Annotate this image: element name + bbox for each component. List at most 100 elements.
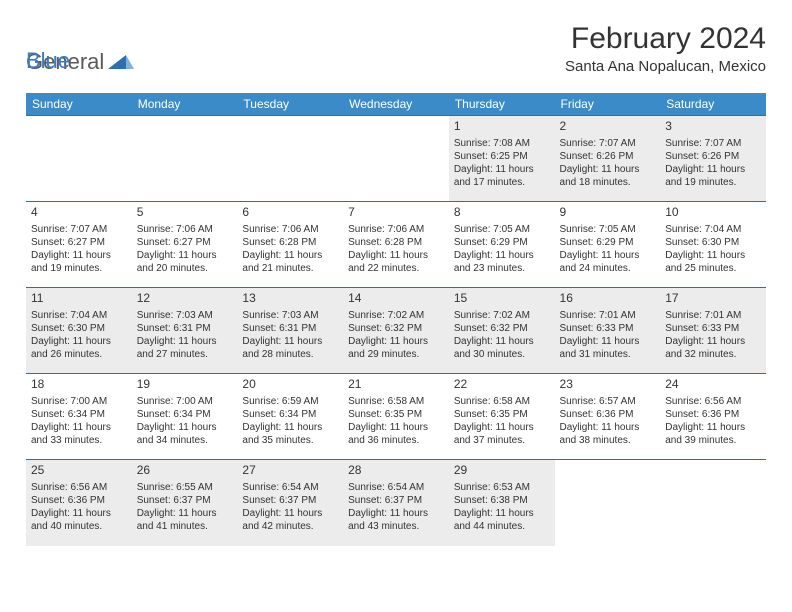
- day-number: 23: [560, 377, 656, 393]
- day-info: Sunrise: 6:58 AMSunset: 6:35 PMDaylight:…: [348, 395, 444, 447]
- weekday-header-row: SundayMondayTuesdayWednesdayThursdayFrid…: [26, 93, 766, 116]
- day-info: Sunrise: 7:00 AMSunset: 6:34 PMDaylight:…: [31, 395, 127, 447]
- calendar-cell: 16 Sunrise: 7:01 AMSunset: 6:33 PMDayligh…: [555, 288, 661, 374]
- day-number: 17: [665, 291, 761, 307]
- calendar-cell: 9 Sunrise: 7:05 AMSunset: 6:29 PMDaylight…: [555, 202, 661, 288]
- calendar-table: SundayMondayTuesdayWednesdayThursdayFrid…: [26, 93, 766, 546]
- calendar-cell: 11 Sunrise: 7:04 AMSunset: 6:30 PMDayligh…: [26, 288, 132, 374]
- calendar-cell: 15Sunrise: 7:02 AMSunset: 6:32 PMDayligh…: [449, 288, 555, 374]
- calendar-cell: 23 Sunrise: 6:57 AMSunset: 6:36 PMDayligh…: [555, 374, 661, 460]
- day-info: Sunrise: 7:03 AMSunset: 6:31 PMDaylight:…: [242, 309, 338, 361]
- calendar-cell: 7 Sunrise: 7:06 AMSunset: 6:28 PMDaylight…: [343, 202, 449, 288]
- logo-text-blue: Blue: [26, 48, 70, 73]
- day-number: 18: [31, 377, 127, 393]
- day-info: Sunrise: 7:02 AMSunset: 6:32 PMDaylight:…: [348, 309, 444, 361]
- calendar-cell: 19Sunrise: 7:00 AMSunset: 6:34 PMDayligh…: [132, 374, 238, 460]
- day-number: 12: [137, 291, 233, 307]
- weekday-header: Sunday: [26, 93, 132, 116]
- calendar-cell: 5 Sunrise: 7:06 AMSunset: 6:27 PMDaylight…: [132, 202, 238, 288]
- day-info: Sunrise: 6:54 AMSunset: 6:37 PMDaylight:…: [242, 481, 338, 533]
- calendar-cell: 22 Sunrise: 6:58 AMSunset: 6:35 PMDayligh…: [449, 374, 555, 460]
- calendar-body: 1 Sunrise: 7:08 AMSunset: 6:25 PMDaylight…: [26, 116, 766, 546]
- day-number: 2: [560, 119, 656, 135]
- day-info: Sunrise: 6:55 AMSunset: 6:37 PMDaylight:…: [137, 481, 233, 533]
- day-info: Sunrise: 7:05 AMSunset: 6:29 PMDaylight:…: [454, 223, 550, 275]
- calendar-cell: 6 Sunrise: 7:06 AMSunset: 6:28 PMDaylight…: [237, 202, 343, 288]
- day-info: Sunrise: 7:06 AMSunset: 6:28 PMDaylight:…: [242, 223, 338, 275]
- day-info: Sunrise: 7:07 AMSunset: 6:27 PMDaylight:…: [31, 223, 127, 275]
- day-info: Sunrise: 7:01 AMSunset: 6:33 PMDaylight:…: [665, 309, 761, 361]
- calendar-cell-empty: [343, 116, 449, 202]
- day-info: Sunrise: 7:05 AMSunset: 6:29 PMDaylight:…: [560, 223, 656, 275]
- day-number: 4: [31, 205, 127, 221]
- day-info: Sunrise: 7:03 AMSunset: 6:31 PMDaylight:…: [137, 309, 233, 361]
- day-info: Sunrise: 7:00 AMSunset: 6:34 PMDaylight:…: [137, 395, 233, 447]
- day-info: Sunrise: 7:06 AMSunset: 6:28 PMDaylight:…: [348, 223, 444, 275]
- day-info: Sunrise: 7:08 AMSunset: 6:25 PMDaylight:…: [454, 137, 550, 189]
- header: General February 2024 Santa Ana Nopaluca…: [26, 22, 766, 75]
- day-info: Sunrise: 6:56 AMSunset: 6:36 PMDaylight:…: [665, 395, 761, 447]
- weekday-header: Tuesday: [237, 93, 343, 116]
- weekday-header: Friday: [555, 93, 661, 116]
- day-number: 6: [242, 205, 338, 221]
- weekday-header: Thursday: [449, 93, 555, 116]
- calendar-cell: 28 Sunrise: 6:54 AMSunset: 6:37 PMDayligh…: [343, 460, 449, 546]
- weekday-header: Monday: [132, 93, 238, 116]
- calendar-cell-empty: [26, 116, 132, 202]
- day-number: 24: [665, 377, 761, 393]
- day-number: 14: [348, 291, 444, 307]
- day-number: 9: [560, 205, 656, 221]
- calendar-row: 18 Sunrise: 7:00 AMSunset: 6:34 PMDayligh…: [26, 374, 766, 460]
- calendar-cell: 21 Sunrise: 6:58 AMSunset: 6:35 PMDayligh…: [343, 374, 449, 460]
- calendar-cell-empty: [132, 116, 238, 202]
- day-number: 28: [348, 463, 444, 479]
- day-number: 7: [348, 205, 444, 221]
- calendar-cell: 20 Sunrise: 6:59 AMSunset: 6:34 PMDayligh…: [237, 374, 343, 460]
- calendar-cell: 10Sunrise: 7:04 AMSunset: 6:30 PMDayligh…: [660, 202, 766, 288]
- day-number: 16: [560, 291, 656, 307]
- calendar-cell: 14 Sunrise: 7:02 AMSunset: 6:32 PMDayligh…: [343, 288, 449, 374]
- day-info: Sunrise: 7:04 AMSunset: 6:30 PMDaylight:…: [31, 309, 127, 361]
- day-number: 26: [137, 463, 233, 479]
- day-number: 20: [242, 377, 338, 393]
- calendar-cell: 3Sunrise: 7:07 AMSunset: 6:26 PMDaylight…: [660, 116, 766, 202]
- day-info: Sunrise: 6:54 AMSunset: 6:37 PMDaylight:…: [348, 481, 444, 533]
- day-number: 22: [454, 377, 550, 393]
- calendar-cell: 25 Sunrise: 6:56 AMSunset: 6:36 PMDayligh…: [26, 460, 132, 546]
- day-info: Sunrise: 7:01 AMSunset: 6:33 PMDaylight:…: [560, 309, 656, 361]
- day-number: 5: [137, 205, 233, 221]
- month-title: February 2024: [565, 22, 766, 56]
- day-number: 15: [454, 291, 550, 307]
- calendar-cell: 24 Sunrise: 6:56 AMSunset: 6:36 PMDayligh…: [660, 374, 766, 460]
- day-number: 27: [242, 463, 338, 479]
- day-number: 21: [348, 377, 444, 393]
- calendar-cell: 4 Sunrise: 7:07 AMSunset: 6:27 PMDaylight…: [26, 202, 132, 288]
- day-number: 1: [454, 119, 550, 135]
- calendar-cell: 12 Sunrise: 7:03 AMSunset: 6:31 PMDayligh…: [132, 288, 238, 374]
- day-info: Sunrise: 6:57 AMSunset: 6:36 PMDaylight:…: [560, 395, 656, 447]
- location: Santa Ana Nopalucan, Mexico: [565, 58, 766, 75]
- day-number: 13: [242, 291, 338, 307]
- title-block: February 2024 Santa Ana Nopalucan, Mexic…: [565, 22, 766, 75]
- day-number: 25: [31, 463, 127, 479]
- weekday-header: Saturday: [660, 93, 766, 116]
- day-number: 11: [31, 291, 127, 307]
- weekday-header: Wednesday: [343, 93, 449, 116]
- day-number: 10: [665, 205, 761, 221]
- calendar-row: 1 Sunrise: 7:08 AMSunset: 6:25 PMDaylight…: [26, 116, 766, 202]
- calendar-row: 25 Sunrise: 6:56 AMSunset: 6:36 PMDayligh…: [26, 460, 766, 546]
- calendar-cell: 8Sunrise: 7:05 AMSunset: 6:29 PMDaylight…: [449, 202, 555, 288]
- calendar-row: 11 Sunrise: 7:04 AMSunset: 6:30 PMDayligh…: [26, 288, 766, 374]
- calendar-cell-empty: [555, 460, 661, 546]
- day-info: Sunrise: 6:58 AMSunset: 6:35 PMDaylight:…: [454, 395, 550, 447]
- calendar-cell: 26 Sunrise: 6:55 AMSunset: 6:37 PMDayligh…: [132, 460, 238, 546]
- calendar-cell-empty: [660, 460, 766, 546]
- day-info: Sunrise: 7:06 AMSunset: 6:27 PMDaylight:…: [137, 223, 233, 275]
- calendar-cell: 29Sunrise: 6:53 AMSunset: 6:38 PMDayligh…: [449, 460, 555, 546]
- day-info: Sunrise: 6:59 AMSunset: 6:34 PMDaylight:…: [242, 395, 338, 447]
- calendar-cell-empty: [237, 116, 343, 202]
- calendar-cell: 27 Sunrise: 6:54 AMSunset: 6:37 PMDayligh…: [237, 460, 343, 546]
- day-info: Sunrise: 6:56 AMSunset: 6:36 PMDaylight:…: [31, 481, 127, 533]
- day-info: Sunrise: 7:07 AMSunset: 6:26 PMDaylight:…: [560, 137, 656, 189]
- calendar-cell: 18 Sunrise: 7:00 AMSunset: 6:34 PMDayligh…: [26, 374, 132, 460]
